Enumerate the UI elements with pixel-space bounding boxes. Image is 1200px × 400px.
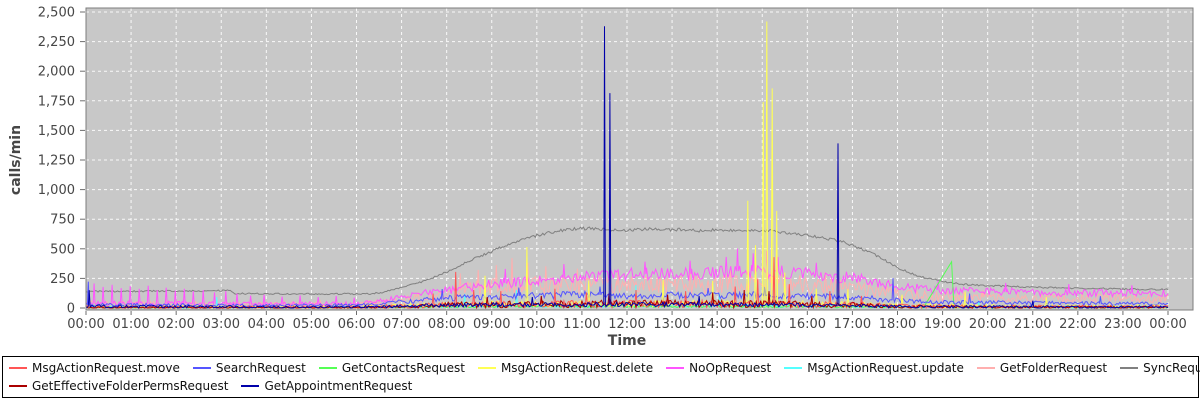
y-tick-label: 1,500: [38, 124, 75, 139]
legend-swatch-move: [9, 367, 27, 369]
legend-swatch-sync: [1120, 367, 1139, 369]
x-tick-label: 12:00: [608, 317, 645, 332]
y-tick-label: 2,000: [38, 65, 75, 80]
legend-item-folder: GetFolderRequest: [976, 361, 1108, 375]
legend-row: GetEffectiveFolderPermsRequest GetAppoint…: [9, 377, 1192, 395]
x-tick-label: 18:00: [879, 317, 916, 332]
x-tick-label: 20:00: [969, 317, 1006, 332]
x-tick-label: 03:00: [203, 317, 240, 332]
y-tick-label: 1,000: [38, 183, 75, 198]
x-tick-label: 19:00: [924, 317, 961, 332]
x-tick-label: 08:00: [428, 317, 465, 332]
y-tick-label: 250: [50, 272, 75, 287]
legend-swatch-update: [784, 367, 803, 369]
x-tick-label: 00:00: [1149, 317, 1186, 332]
y-tick-label: 2,500: [38, 6, 75, 21]
x-tick-label: 16:00: [789, 317, 826, 332]
y-tick-label: 750: [50, 213, 75, 228]
legend-swatch-perms: [9, 385, 27, 387]
legend-item-update: MsgActionRequest.update: [784, 361, 964, 375]
x-tick-label: 13:00: [653, 317, 690, 332]
legend-item-contacts: GetContactsRequest: [318, 361, 465, 375]
series-line-folder: [85, 257, 1169, 309]
legend-swatch-delete: [477, 367, 496, 369]
legend-swatch-noop: [666, 367, 685, 369]
legend-label: MsgActionRequest.delete: [500, 361, 654, 375]
x-tick-label: 15:00: [744, 317, 781, 332]
series-line-appt: [85, 26, 1169, 309]
y-axis-title: calls/min: [8, 124, 24, 196]
legend-item-perms: GetEffectiveFolderPermsRequest: [9, 379, 228, 393]
x-tick-label: 17:00: [834, 317, 871, 332]
legend-row: MsgActionRequest.move SearchRequest GetCon…: [9, 359, 1200, 377]
legend-item-search: SearchRequest: [192, 361, 306, 375]
x-axis-title: Time: [607, 333, 647, 349]
legend-item-appt: GetAppointmentRequest: [241, 379, 412, 393]
x-tick-label: 11:00: [563, 317, 600, 332]
legend-label: GetFolderRequest: [999, 361, 1108, 375]
plot-svg: 0 250 500 750 1,000 1,250 1,500 1,750 2,000 2,250…: [38, 6, 1194, 332]
x-tick-label: 04:00: [248, 317, 285, 332]
legend-label: MsgActionRequest.update: [807, 361, 964, 375]
legend-item-move: MsgActionRequest.move: [9, 361, 180, 375]
x-tick-label: 09:00: [473, 317, 510, 332]
x-tick-label: 07:00: [383, 317, 420, 332]
x-tick-label: 10:00: [518, 317, 555, 332]
x-tick-label: 02:00: [157, 317, 194, 332]
y-tick-label: 1,750: [38, 94, 75, 109]
legend-item-sync: SyncRequest: [1120, 361, 1200, 375]
x-tick-label: 22:00: [1059, 317, 1096, 332]
series-line-search: [85, 278, 1169, 308]
plot-border: [85, 7, 1194, 311]
legend-label: GetContactsRequest: [341, 361, 465, 375]
x-tick-label: 21:00: [1014, 317, 1051, 332]
legend-label: SyncRequest: [1143, 361, 1200, 375]
legend-label: SearchRequest: [215, 361, 306, 375]
y-tick-label: 2,250: [38, 35, 75, 50]
y-tick-label: 0: [67, 302, 75, 317]
x-tick-label: 05:00: [293, 317, 330, 332]
legend-swatch-folder: [976, 367, 995, 369]
plot-area: [86, 8, 1193, 310]
x-tick-label: 06:00: [338, 317, 375, 332]
legend-label: NoOpRequest: [689, 361, 772, 375]
legend-label: MsgActionRequest.move: [32, 361, 180, 375]
legend-item-delete: MsgActionRequest.delete: [477, 361, 654, 375]
x-tick-label: 14:00: [698, 317, 735, 332]
legend-label: GetEffectiveFolderPermsRequest: [32, 379, 229, 393]
series-line-sync: [85, 226, 1169, 296]
legend-swatch-search: [192, 367, 211, 369]
x-tick-label: 23:00: [1104, 317, 1141, 332]
legend-label: GetAppointmentRequest: [264, 379, 413, 393]
x-tick-label: 00:00: [67, 317, 104, 332]
x-tick-label: 01:00: [112, 317, 149, 332]
legend-item-noop: NoOpRequest: [666, 361, 771, 375]
y-tick-label: 500: [50, 242, 75, 257]
series-line-noop: [85, 248, 1169, 308]
legend-swatch-appt: [241, 385, 260, 387]
legend-box: MsgActionRequest.move SearchRequest GetCon…: [2, 356, 1200, 398]
series-line-perms: [85, 289, 1169, 310]
y-tick-label: 1,250: [38, 154, 75, 169]
legend-swatch-contacts: [318, 367, 337, 369]
